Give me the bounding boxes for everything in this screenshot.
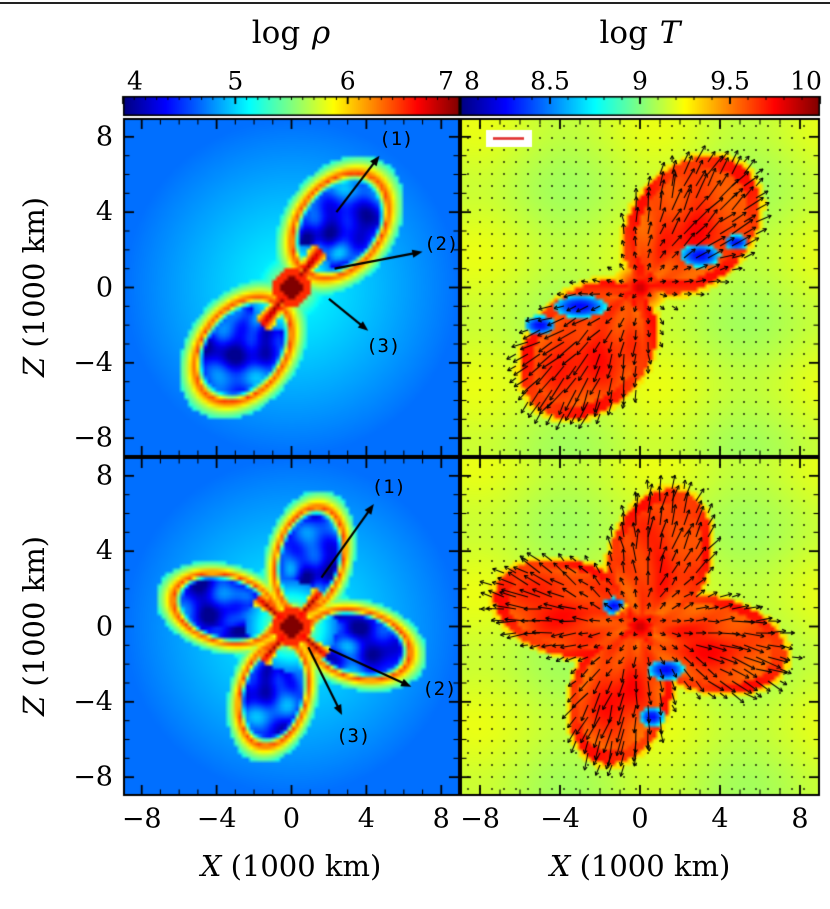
x-tick-label: 0 xyxy=(631,803,649,835)
z-unit: (1000 km) xyxy=(17,196,51,357)
z-tick-label: 8 xyxy=(95,121,113,153)
z-var: Z xyxy=(17,356,51,378)
top-border-line xyxy=(0,2,830,4)
z-tick-label: 0 xyxy=(95,272,113,303)
T-symbol: T xyxy=(659,15,681,51)
colorbar-title-prefix: log xyxy=(599,15,658,51)
colorbar-tick-label: 6 xyxy=(339,66,356,96)
colorbar-title-prefix: log xyxy=(251,15,311,51)
z-tick-label: −4 xyxy=(73,686,113,718)
z-tick-label: 4 xyxy=(95,196,113,228)
x-tick-label: 0 xyxy=(282,803,301,835)
x-tick-label: −4 xyxy=(540,803,580,835)
annotation-label: (1) xyxy=(371,476,407,499)
annotation-label: (3) xyxy=(366,334,401,357)
annotation-label: (3) xyxy=(336,724,371,747)
x-tick-label: −8 xyxy=(460,803,500,835)
colorbar-tick-label: 10 xyxy=(790,66,822,96)
annotation-label: (1) xyxy=(379,127,414,150)
colorbar-tick-label: 4 xyxy=(127,66,143,96)
z-tick-label: 8 xyxy=(95,460,113,492)
x-var: X xyxy=(200,849,222,883)
z-tick-label: −4 xyxy=(73,347,113,379)
z-var: Z xyxy=(17,695,51,717)
x-unit: (1000 km) xyxy=(570,849,731,883)
x-tick-label: 4 xyxy=(357,803,375,835)
x-axis-title-right: X (1000 km) xyxy=(550,849,731,883)
x-var: X xyxy=(549,849,571,883)
colorbar-tick-label: 8.5 xyxy=(530,66,570,96)
annotation-label: (2) xyxy=(424,233,459,256)
colorbar-title-log-rho: log ρ xyxy=(252,15,331,51)
colorbar-tick-label: 9.5 xyxy=(710,66,750,96)
z-tick-label: 0 xyxy=(95,611,113,642)
x-tick-label: 8 xyxy=(432,803,450,835)
colorbar-tick-label: 5 xyxy=(227,66,244,96)
z-tick-label: −8 xyxy=(73,422,113,454)
colorbar-title-log-T: log T xyxy=(600,15,681,51)
colorbar-tick-label: 8 xyxy=(464,66,480,96)
x-tick-label: 4 xyxy=(711,803,729,835)
z-tick-label: 4 xyxy=(95,535,113,567)
x-tick-label: −4 xyxy=(196,803,237,835)
z-axis-title-top: Z (1000 km) xyxy=(17,197,51,377)
rho-symbol: ρ xyxy=(312,15,331,51)
x-tick-label: 8 xyxy=(791,803,809,835)
colorbar-tick-label: 9 xyxy=(632,66,648,96)
colorbar-tick-label: 7 xyxy=(438,66,454,96)
x-unit: (1000 km) xyxy=(221,849,382,883)
z-tick-label: −8 xyxy=(73,761,113,793)
z-unit: (1000 km) xyxy=(17,535,51,696)
x-tick-label: −8 xyxy=(121,803,162,835)
z-axis-title-bottom: Z (1000 km) xyxy=(17,536,51,716)
x-axis-title-left: X (1000 km) xyxy=(201,849,382,883)
annotation-label: (2) xyxy=(422,677,457,700)
